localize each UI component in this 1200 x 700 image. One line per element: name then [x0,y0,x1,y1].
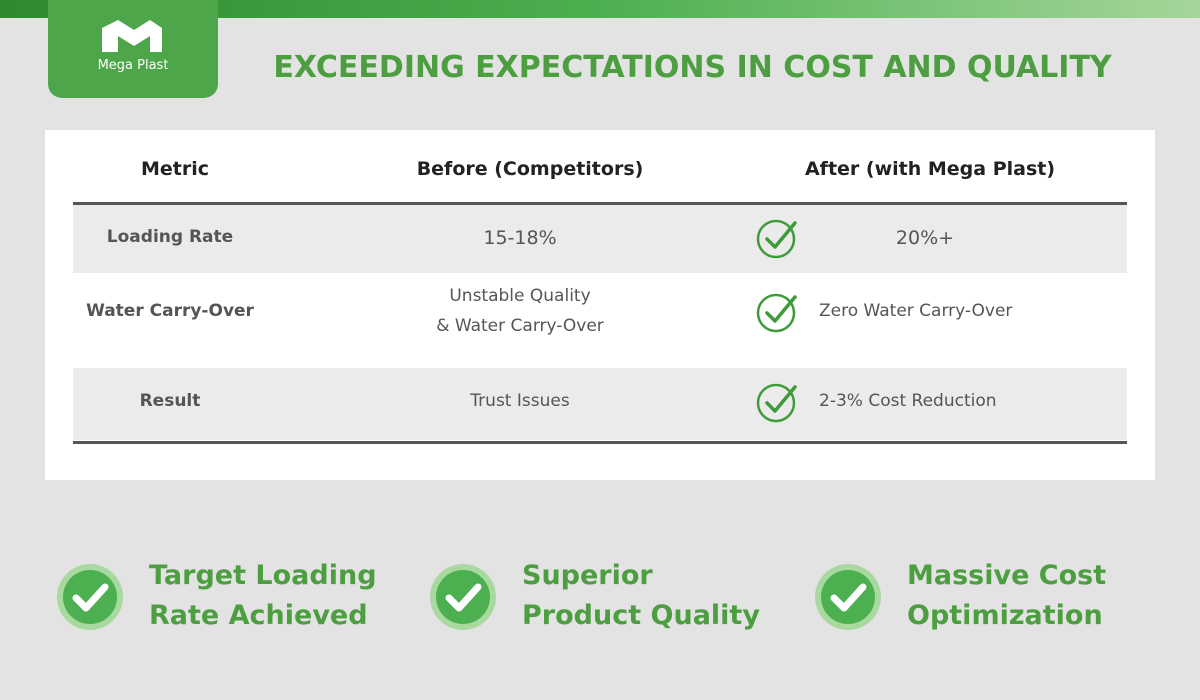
row-background [73,205,1127,273]
after-cell: Zero Water Carry-Over [819,301,1013,321]
after-cell: 2-3% Cost Reduction [819,391,997,411]
highlight-text: Optimization [907,600,1103,631]
check-icon [755,215,801,261]
table-header: After (with Mega Plast) [804,158,1056,180]
before-cell: Trust Issues [470,391,570,411]
metric-cell: Water Carry-Over [86,301,254,321]
highlight-text: Massive Cost [907,560,1107,591]
before-cell: 15-18% [483,227,557,249]
highlight-text: Target Loading [149,560,377,591]
check-icon [755,289,801,335]
highlight-text: Superior [522,560,653,591]
table-rule [73,202,1127,205]
top-bar [0,0,1200,18]
row-background [73,368,1127,440]
page-title: EXCEEDING EXPECTATIONS IN COST AND QUALI… [273,50,1112,85]
logo-text: Mega Plast [97,58,169,73]
highlight-text: Product Quality [522,600,760,631]
before-cell: Unstable Quality [449,286,591,306]
logo: Mega Plast [48,0,218,98]
highlight-icon [55,562,125,632]
metric-cell: Loading Rate [106,227,234,247]
before-cell: & Water Carry-Over [436,316,604,336]
check-icon [755,379,801,425]
metric-cell: Result [139,391,201,411]
after-cell: 20%+ [895,227,955,249]
table-header: Metric [140,158,210,180]
table-rule [73,441,1127,444]
highlight-icon [428,562,498,632]
comparison-table: Metric Before (Competitors) After (with … [45,130,1155,480]
logo-mark [102,20,162,52]
highlight-text: Rate Achieved [149,600,368,631]
table-header: Before (Competitors) [416,158,644,180]
highlight-icon [813,562,883,632]
